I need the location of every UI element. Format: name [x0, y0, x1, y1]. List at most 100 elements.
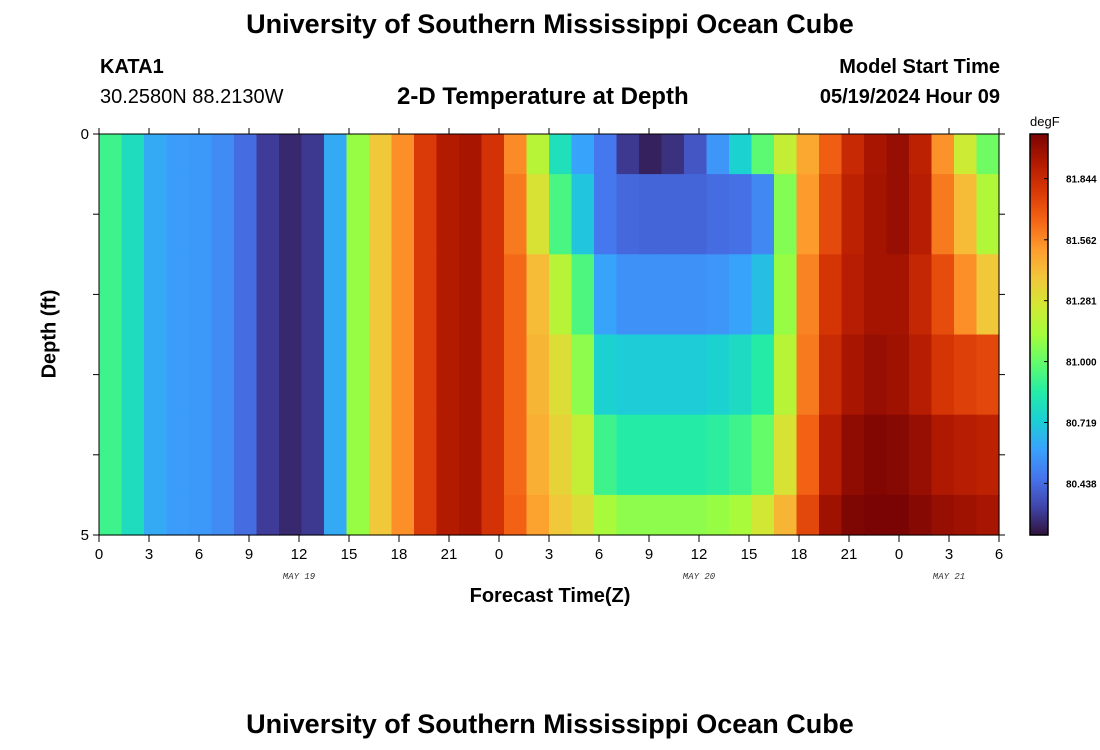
heatmap-cell: [864, 254, 888, 336]
heatmap-cell: [616, 494, 640, 536]
heatmap-cell: [819, 254, 843, 336]
heatmap-cell: [931, 414, 955, 496]
x-tick-label: 6: [195, 546, 203, 563]
heatmap-cell: [144, 494, 168, 536]
heatmap-cell: [954, 174, 978, 255]
heatmap-cell: [571, 414, 595, 496]
heatmap-cell: [189, 414, 213, 496]
heatmap-cell: [121, 254, 145, 336]
heatmap-cell: [279, 254, 303, 336]
heatmap-cell: [459, 254, 483, 336]
heatmap-cell: [504, 414, 528, 496]
heatmap-cell: [234, 174, 258, 255]
heatmap-cell: [414, 494, 438, 536]
heatmap-cell: [99, 254, 123, 336]
heatmap-cell: [774, 134, 798, 175]
heatmap-cell: [886, 174, 910, 255]
heatmap-cell: [594, 494, 618, 536]
heatmap-cell: [774, 254, 798, 336]
heatmap-cell: [346, 494, 370, 536]
heatmap-cell: [301, 254, 325, 336]
footer-title: University of Southern Mississippi Ocean…: [246, 709, 854, 739]
heatmap-cell: [279, 494, 303, 536]
heatmap-cell: [594, 334, 618, 416]
heatmap-cell: [706, 174, 730, 255]
heatmap-cell: [931, 494, 955, 536]
heatmap-cell: [99, 134, 123, 175]
heatmap-cell: [751, 414, 775, 496]
heatmap-cell: [661, 134, 685, 175]
heatmap-cell: [189, 134, 213, 175]
heatmap-cell: [234, 494, 258, 536]
heatmap-cell: [211, 174, 235, 255]
heatmap-cell: [774, 414, 798, 496]
heatmap-cell: [706, 134, 730, 175]
heatmap-cell: [571, 174, 595, 255]
heatmap-cell: [279, 334, 303, 416]
heatmap-cell: [369, 254, 393, 336]
heatmap-cell: [639, 254, 663, 336]
heatmap-cell: [166, 254, 190, 336]
x-tick-label: 3: [545, 546, 553, 563]
model-start-value: 05/19/2024 Hour 09: [819, 86, 1000, 108]
heatmap-cell: [639, 414, 663, 496]
colorbar-unit: degF: [1030, 114, 1060, 129]
heatmap-cell: [301, 174, 325, 255]
heatmap-cell: [909, 494, 933, 536]
heatmap-cell: [526, 254, 550, 336]
x-tick-label: 18: [391, 546, 408, 563]
heatmap-cell: [324, 494, 348, 536]
heatmap-cell: [751, 254, 775, 336]
heatmap-cell: [369, 414, 393, 496]
x-tick-label: 12: [691, 546, 708, 563]
heatmap-cell: [594, 134, 618, 175]
colorbar: 81.844 81.562 81.281 81.000 80.719 80.438: [1029, 133, 1097, 536]
heatmap-cell: [729, 134, 753, 175]
heatmap-cell: [549, 254, 573, 336]
x-tick-label: 3: [145, 546, 153, 563]
heatmap-cell: [121, 134, 145, 175]
y-tick-label: 0: [81, 126, 89, 143]
heatmap-cell: [211, 494, 235, 536]
x-day-labels: MAY 19 MAY 20 MAY 21: [283, 572, 965, 582]
heatmap-cell: [391, 254, 415, 336]
heatmap-cell: [256, 134, 280, 175]
heatmap-cell: [976, 174, 1000, 255]
heatmap-cell: [796, 414, 820, 496]
heatmap-cell: [414, 134, 438, 175]
x-tick-label: 0: [895, 546, 903, 563]
heatmap-cell: [324, 414, 348, 496]
heatmap-cell: [481, 134, 505, 175]
x-tick-label: 21: [441, 546, 458, 563]
heatmap-cell: [234, 254, 258, 336]
heatmap-cell: [414, 414, 438, 496]
heatmap-cell: [864, 414, 888, 496]
heatmap-cell: [886, 494, 910, 536]
x-tick-label: 3: [945, 546, 953, 563]
heatmap-cell: [886, 414, 910, 496]
heatmap-cell: [144, 134, 168, 175]
heatmap-cell: [886, 254, 910, 336]
heatmap-cell: [481, 494, 505, 536]
heatmap-cell: [526, 134, 550, 175]
heatmap-cell: [481, 174, 505, 255]
heatmap-cell: [751, 334, 775, 416]
heatmap-cell: [211, 254, 235, 336]
heatmap-cell: [729, 334, 753, 416]
heatmap-cell: [841, 174, 865, 255]
heatmap-cell: [954, 254, 978, 336]
heatmap-cell: [346, 254, 370, 336]
heatmap-cell: [819, 174, 843, 255]
heatmap-cell: [414, 174, 438, 255]
heatmap-cell: [931, 334, 955, 416]
heatmap-cell: [796, 134, 820, 175]
heatmap-cell: [684, 174, 708, 255]
x-tick-label: 15: [341, 546, 358, 563]
heatmap-cell: [391, 334, 415, 416]
heatmap-cell: [144, 334, 168, 416]
heatmap-cell: [976, 334, 1000, 416]
heatmap-cell: [684, 494, 708, 536]
heatmap-cell: [954, 414, 978, 496]
heatmap-cell: [346, 174, 370, 255]
x-axis-label: Forecast Time(Z): [469, 585, 631, 607]
